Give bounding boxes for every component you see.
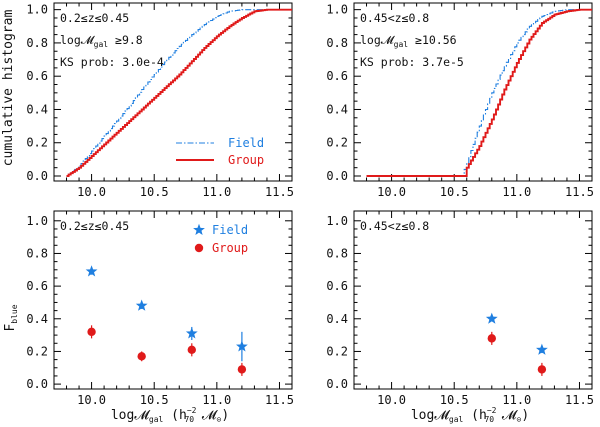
x-tick-label: 11.5 [565,393,594,407]
data-point-field [135,299,148,311]
series-line-group [366,8,592,177]
data-point-field [85,265,98,277]
y-tick-label: 0.4 [26,102,48,116]
y-tick-label: 0.8 [326,246,348,260]
series-line-field [66,9,292,177]
y-tick-label: 0.0 [326,377,348,391]
legend-marker-group [194,243,204,253]
data-point-group [137,352,146,361]
legend-label-field: Field [212,223,248,237]
y-tick-label: 1.0 [26,214,48,228]
data-point-group [487,334,496,343]
x-tick-label: 10.0 [377,185,406,199]
x-tick-label: 10.5 [440,393,469,407]
x-tick-label: 10.0 [77,185,106,199]
data-point-field [236,340,248,352]
y-tick-label: 0.0 [326,169,348,183]
y-tick-label: 0.2 [326,344,348,358]
data-point-group [187,345,196,355]
y-axis-label-top: cumulative histogram [1,10,16,167]
x-tick-label: 10.5 [140,185,169,199]
data-point-field [185,327,198,339]
x-tick-label: 10.5 [440,185,469,199]
panel-annotation: log𝓜gal ≥9.8 [60,33,143,49]
panel-annotation: 0.45<z≤0.8 [360,11,429,25]
panel-top-left: 10.0 10.5 11.0 11.5 0.0 0.2 0.4 0.6 0.8 1.0 0.2≤z≤… [26,2,294,199]
data-point-group [237,365,247,374]
y-tick-label: 0.6 [26,69,48,83]
y-tick-label: 1.0 [326,214,348,228]
series-line-group [66,8,292,177]
plot-frame [353,2,593,182]
y-tick-label: 0.4 [26,312,48,326]
y-tick-label: 0.0 [26,169,48,183]
y-tick-label: 0.0 [26,377,48,391]
svg-text:Fblue: Fblue [3,304,19,331]
panel-bottom-left: 10.0 10.5 11.0 11.5 0.0 0.2 0.4 0.6 0.8 1.0 0.2≤z≤… [26,210,294,407]
svg-text:log𝓜gal (h−270 𝓜⊙): log𝓜gal (h−2 70 𝓜⊙) [111,406,229,424]
plot-frame [353,210,593,390]
x-tick-label: 11.5 [265,393,294,407]
x-tick-label: 11.5 [565,185,594,199]
y-tick-label: 0.4 [326,312,348,326]
data-point-group [87,327,96,337]
x-axis-label-left: log𝓜gal (h−2 70 𝓜⊙) [111,406,229,424]
y-tick-label: 0.4 [326,102,348,116]
x-tick-label: 10.0 [377,393,406,407]
panel-annotation: 0.45<z≤0.8 [360,219,429,233]
y-tick-label: 0.8 [26,36,48,50]
panel-bottom-right: 10.0 10.5 11.0 11.5 0.0 0.2 0.4 0.6 0.8 1.0 0.45<z… [326,210,594,407]
x-tick-label: 11.0 [202,185,231,199]
panel-annotation: 0.2≤z≤0.45 [60,219,129,233]
y-tick-label: 0.6 [26,279,48,293]
y-tick-label: 0.8 [26,246,48,260]
x-tick-label: 11.0 [202,393,231,407]
x-tick-label: 10.5 [140,393,169,407]
data-point-field [485,312,498,324]
y-tick-label: 0.2 [26,136,48,150]
panel-annotation: 0.2≤z≤0.45 [60,11,129,25]
svg-text:log𝓜gal (h−270 𝓜⊙): log𝓜gal (h−2 70 𝓜⊙) [411,406,529,424]
y-tick-label: 0.8 [326,36,348,50]
plot-frame [53,2,293,182]
panel-annotation: log𝓜gal ≥10.56 [360,33,457,49]
y-tick-label: 0.6 [326,69,348,83]
y-tick-label: 0.2 [26,344,48,358]
y-tick-label: 0.6 [326,279,348,293]
y-tick-label: 1.0 [326,3,348,17]
data-point-field [536,343,548,355]
x-tick-label: 11.0 [502,185,531,199]
panel-annotation: KS prob: 3.7e-5 [360,55,464,69]
plot-frame [53,210,293,390]
y-tick-label: 1.0 [26,3,48,17]
x-tick-label: 11.0 [502,393,531,407]
x-tick-label: 10.0 [77,393,106,407]
legend-marker-field [193,223,205,236]
legend-label-group: Group [212,241,248,255]
series-line-field [366,9,592,177]
y-tick-label: 0.2 [326,136,348,150]
x-axis-label-right: log𝓜gal (h−2 70 𝓜⊙) [411,406,529,424]
y-axis-label-bottom: Fblue [3,304,19,331]
legend-label-field: Field [228,136,264,150]
panel-top-right: 10.0 10.5 11.0 11.5 0.0 0.2 0.4 0.6 0.8 1.0 0.45<z… [326,2,594,199]
panel-annotation: KS prob: 3.0e-4 [60,55,164,69]
data-point-group [537,365,547,374]
legend-label-group: Group [228,153,264,167]
x-tick-label: 11.5 [265,185,294,199]
